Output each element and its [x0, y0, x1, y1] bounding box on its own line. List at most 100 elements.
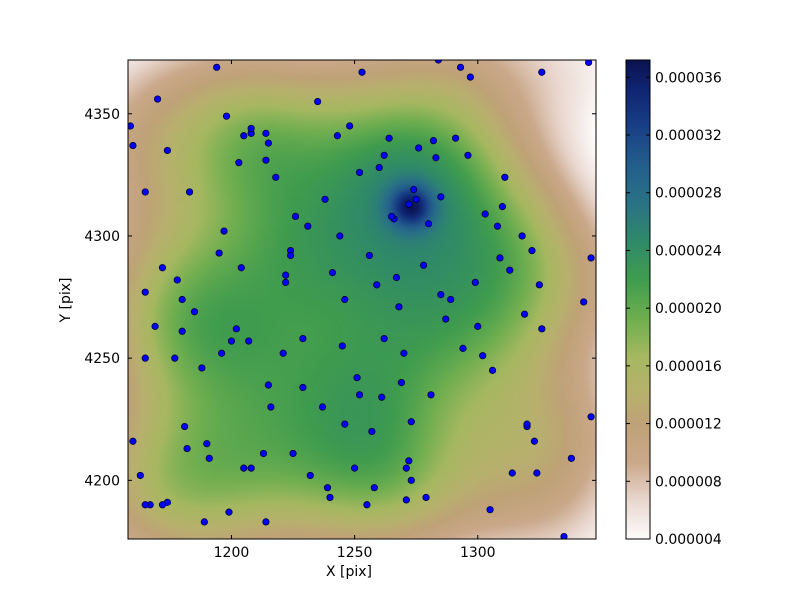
colorbar-tick-label: 0.000036 [655, 70, 722, 86]
star-point [213, 63, 221, 71]
y-tick-label: 4350 [84, 107, 120, 123]
star-point [346, 122, 354, 130]
star-point [178, 327, 186, 335]
plot-frame [127, 59, 597, 540]
star-point [240, 132, 248, 140]
x-tick-label: 1250 [337, 545, 373, 561]
star-point [493, 222, 502, 230]
star-point [387, 212, 396, 221]
y-tick-label: 4200 [84, 473, 120, 489]
star-point [368, 427, 376, 436]
star-point [397, 378, 406, 387]
star-point [407, 476, 415, 484]
star-point [530, 437, 539, 445]
star-point [215, 249, 223, 257]
star-point [424, 220, 433, 228]
star-point [498, 203, 506, 211]
star-point [437, 291, 445, 299]
star-point [392, 273, 401, 282]
star-point [402, 464, 410, 472]
star-point [185, 188, 194, 196]
star-point [279, 349, 287, 357]
star-point [363, 501, 371, 509]
star-point [587, 413, 595, 421]
star-point [355, 168, 364, 177]
star-point [232, 325, 240, 333]
star-point [264, 381, 272, 389]
star-point [415, 144, 423, 152]
star-point [141, 288, 149, 296]
star-point [141, 188, 149, 196]
colorbar-tick-label: 0.000020 [655, 301, 722, 317]
star-point [245, 337, 253, 345]
star-point [501, 173, 509, 181]
star-point [429, 137, 438, 145]
colorbar [626, 60, 650, 539]
star-point [333, 132, 341, 140]
star-point [560, 532, 568, 539]
star-point [171, 354, 179, 362]
star-point [341, 295, 349, 304]
star-point [286, 251, 295, 260]
star-point [299, 383, 307, 392]
star-point [355, 391, 364, 399]
star-point [181, 422, 189, 431]
star-point [178, 295, 186, 304]
star-point [272, 173, 280, 181]
x-axis-label: X [pix] [326, 564, 372, 580]
star-point [353, 374, 361, 382]
colorbar-frame [625, 59, 651, 540]
star-point [587, 254, 595, 262]
star-point [488, 366, 497, 374]
star-point [247, 124, 255, 133]
star-point [535, 281, 543, 289]
star-point [190, 308, 199, 316]
star-point [289, 449, 297, 458]
colorbar-tick-label: 0.000032 [655, 128, 722, 144]
star-point [486, 506, 494, 514]
star-point [365, 251, 373, 260]
heatmap-area [128, 60, 596, 539]
star-point [479, 352, 487, 360]
star-point [151, 322, 159, 330]
star-point [129, 141, 137, 150]
star-point [456, 63, 465, 71]
star-point [528, 247, 536, 255]
star-point [321, 195, 329, 203]
star-point [141, 501, 149, 509]
star-point [520, 310, 529, 318]
star-point [225, 508, 233, 516]
star-point [220, 227, 228, 235]
star-point [318, 403, 327, 411]
star-point [227, 337, 236, 345]
star-point [341, 420, 349, 428]
y-axis-label: Y [pix] [58, 278, 74, 324]
star-point [380, 151, 388, 159]
star-point [264, 139, 272, 147]
star-point [200, 518, 208, 526]
star-point [405, 200, 413, 208]
y-tick-label: 4250 [84, 351, 120, 367]
y-axis-ticks: 4200 4250 4300 4350 [84, 107, 596, 489]
star-point [508, 469, 516, 477]
star-point [262, 129, 270, 137]
star-point [580, 298, 588, 306]
star-point [237, 264, 245, 272]
star-point [385, 134, 393, 142]
star-point [314, 97, 322, 106]
star-point [262, 156, 270, 164]
star-point [538, 68, 546, 76]
star-point [506, 266, 514, 274]
star-point [183, 444, 191, 453]
star-point [235, 159, 243, 167]
star-point [474, 322, 482, 330]
star-point [326, 493, 334, 502]
star-point [466, 73, 474, 81]
star-point [402, 496, 410, 504]
star-point [129, 437, 137, 445]
star-point [380, 335, 388, 343]
star-point [523, 420, 531, 428]
star-point [158, 501, 167, 509]
colorbar-tick-label: 0.000016 [655, 359, 722, 375]
star-point [304, 222, 312, 230]
